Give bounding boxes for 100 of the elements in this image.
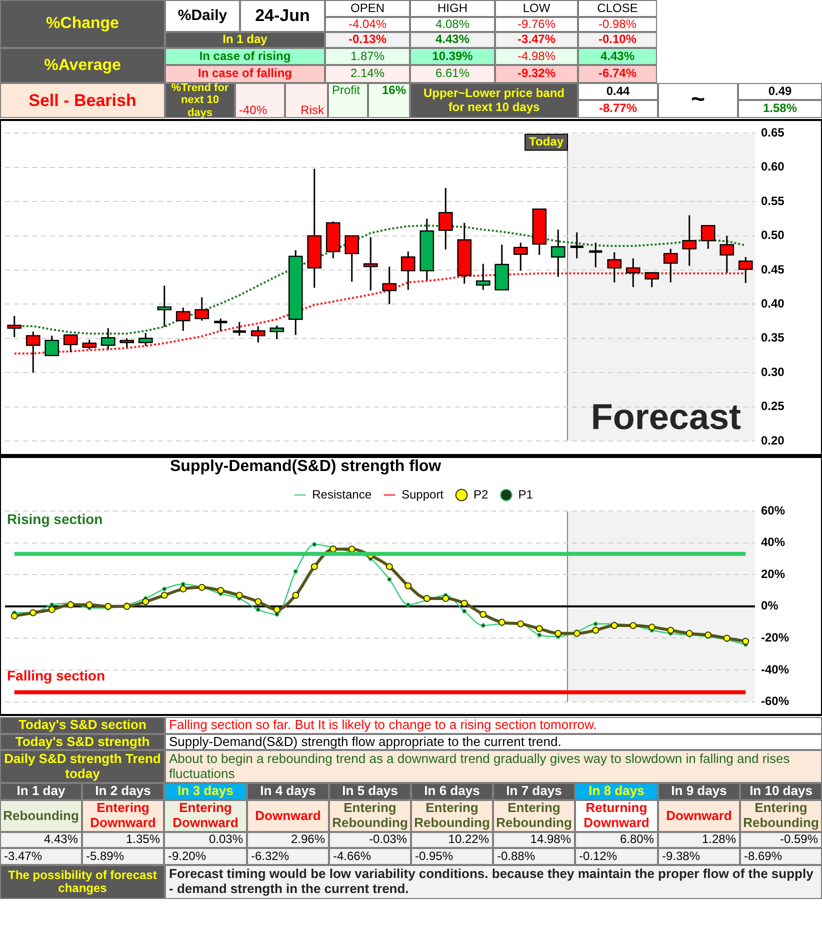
text: In 2 days — [95, 783, 151, 799]
text: Falling section so far. But It is likely to change to a rising section tomorrow. — [169, 717, 597, 733]
text: Rebounding — [3, 808, 79, 824]
text: -0.13% — [348, 32, 387, 47]
text: Entering Rebounding — [332, 800, 408, 831]
text: -9.38% — [662, 848, 700, 864]
text: CLOSE — [597, 0, 638, 16]
text: In 6 days — [424, 783, 480, 799]
y-tick-label: 0.45 — [761, 262, 785, 276]
text: -9.20% — [168, 848, 206, 864]
legend-label: P1 — [518, 487, 534, 502]
text: 0.03% — [208, 832, 243, 847]
annotation: Forecast — [590, 396, 741, 437]
text: -9.76% — [517, 16, 556, 32]
text: -0.10% — [598, 32, 637, 47]
y-tick-label: 0% — [761, 598, 779, 613]
y-tick-label: 0.40 — [761, 296, 785, 311]
text: %Trend for next 10 days — [170, 82, 230, 119]
text: 10.39% — [432, 48, 473, 64]
text: -6.32% — [251, 848, 290, 864]
text: -0.59% — [780, 832, 818, 847]
annotation: Today — [529, 134, 564, 149]
text: 16% — [382, 83, 406, 98]
text: -5.89% — [86, 848, 124, 864]
chart-title: Supply-Demand(S&D) strength flow — [170, 458, 442, 476]
text: 1.35% — [126, 832, 160, 847]
text: 4.08% — [435, 16, 470, 32]
text: In 1 day — [16, 783, 66, 799]
text: 24-Jun — [255, 6, 310, 26]
legend-label: Resistance — [312, 487, 372, 502]
text: Downward — [255, 808, 321, 824]
text: 4.43% — [44, 832, 78, 847]
text: Entering Downward — [89, 800, 157, 831]
text: Entering Rebounding — [414, 800, 490, 831]
text: Returning Downward — [582, 800, 650, 831]
text: -3.47% — [4, 848, 42, 864]
text: 10.22% — [448, 832, 489, 847]
text: -4.04% — [348, 16, 387, 32]
annotation: Rising section — [7, 510, 103, 527]
text: Entering Downward — [172, 800, 240, 831]
text: -4.98% — [517, 48, 556, 64]
text: In 9 days — [671, 783, 727, 799]
y-tick-label: 20% — [761, 566, 786, 581]
text: In 3 days — [178, 783, 234, 799]
y-tick-label: 0.20 — [761, 433, 785, 448]
y-tick-label: 0.50 — [761, 228, 785, 242]
text: 14.98% — [530, 832, 571, 847]
text: -8.77% — [598, 101, 638, 116]
text: -0.95% — [415, 848, 454, 864]
text: -6.74% — [598, 66, 637, 81]
text: In 7 days — [506, 783, 562, 799]
text: 2.96% — [290, 832, 325, 847]
text: Downward — [666, 808, 732, 824]
text: In 10 days — [750, 783, 812, 799]
text: 1.28% — [702, 832, 736, 847]
text: %Change — [46, 15, 119, 33]
text: The possibility of forecast changes — [7, 868, 158, 896]
text: Upper~Lower price band for next 10 days — [422, 86, 566, 114]
text: Today's S&D section — [18, 717, 146, 733]
text: -8.69% — [744, 848, 782, 864]
text: OPEN — [350, 0, 384, 16]
y-tick-label: -20% — [761, 630, 790, 645]
text: 4.43% — [435, 32, 470, 47]
text: Entering Rebounding — [496, 800, 572, 831]
text: Profit — [332, 83, 360, 98]
y-tick-label: 0.35 — [761, 330, 785, 345]
text: 6.80% — [620, 832, 654, 847]
text: LOW — [522, 0, 550, 16]
text: -40% — [239, 102, 268, 117]
text: 1.87% — [350, 48, 385, 64]
y-tick-label: 0.30 — [761, 364, 785, 379]
y-tick-label: 0.25 — [761, 399, 785, 414]
text: -9.32% — [517, 66, 556, 81]
text: In 1 day — [222, 32, 268, 47]
y-tick-label: 0.60 — [761, 160, 785, 174]
text: %Average — [44, 56, 121, 74]
y-tick-label: 60% — [761, 503, 786, 518]
text: Supply-Demand(S&D) strength flow appropriate to the current trend. — [169, 734, 562, 750]
text: -0.03% — [368, 832, 407, 847]
y-tick-label: 0.65 — [761, 126, 785, 140]
text: In 5 days — [342, 783, 398, 799]
y-tick-label: -60% — [761, 694, 790, 708]
text: In case of rising — [199, 48, 291, 64]
legend-label: P2 — [474, 487, 489, 502]
text: 4.43% — [600, 48, 635, 64]
y-tick-label: -40% — [761, 662, 790, 676]
y-tick-label: 0.55 — [761, 194, 785, 208]
text: Entering Rebounding — [743, 800, 819, 831]
text: In case of falling — [198, 66, 292, 81]
text: -0.12% — [579, 848, 618, 864]
legend-label: Support — [401, 487, 444, 502]
text: -0.88% — [497, 848, 536, 864]
text: -4.66% — [333, 848, 372, 864]
text: 6.61% — [435, 66, 470, 81]
text: -3.47% — [517, 32, 556, 47]
text: %Daily — [178, 6, 228, 24]
text: HIGH — [438, 0, 468, 16]
text: In 8 days — [588, 783, 644, 799]
text: 2.14% — [350, 66, 385, 81]
text: Today's S&D strength — [15, 734, 150, 750]
